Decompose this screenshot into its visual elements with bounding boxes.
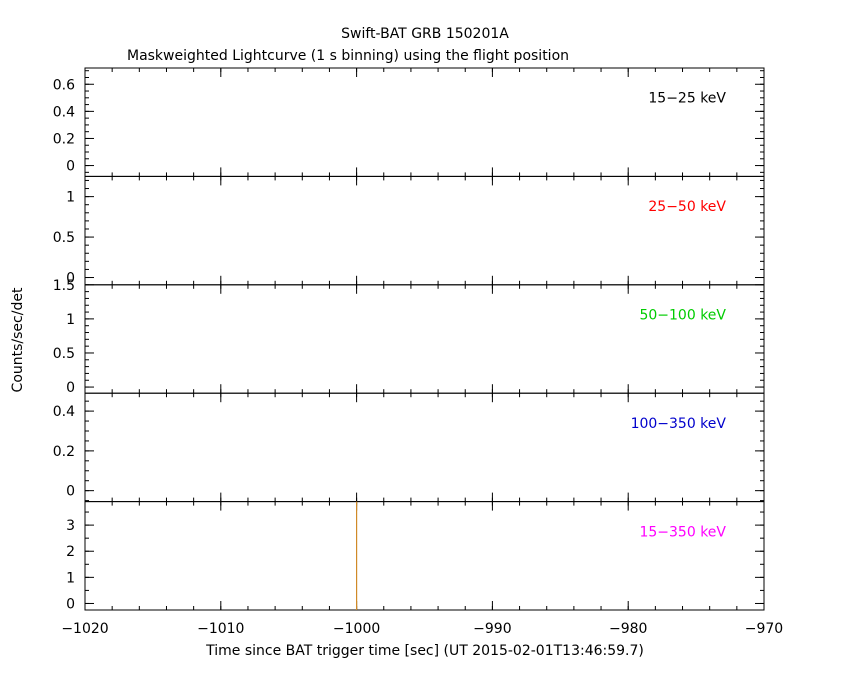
chart-subtitle: Maskweighted Lightcurve (1 s binning) us…: [127, 48, 569, 64]
y-tick-label: 0.6: [53, 77, 75, 93]
panel-frame: [84, 501, 765, 611]
panel-2: 0 0.5 1 25−50 keV: [53, 175, 765, 287]
y-tick-label: 0.5: [53, 230, 75, 246]
y-axis-label: Counts/sec/det: [10, 287, 26, 392]
y-tick-label: 0: [66, 484, 75, 500]
y-tick-label: 1: [66, 570, 75, 586]
panel-frame: [84, 392, 765, 503]
band-label: 15−350 keV: [639, 524, 726, 540]
y-tick-label: 0.4: [53, 104, 75, 120]
x-tick-label: −990: [473, 621, 511, 637]
y-tick-label: 2: [66, 544, 75, 560]
y-tick-label: 0: [66, 380, 75, 396]
y-tick-label: 0.4: [53, 404, 75, 420]
y-tick-label: 0: [66, 596, 75, 612]
chart-title: Swift-BAT GRB 150201A: [341, 26, 509, 42]
panel-4: 0 0.2 0.4 100−350 keV: [53, 392, 765, 503]
y-tick-label: 1: [66, 190, 75, 206]
panel-frame: [84, 284, 765, 394]
x-tick-label: −980: [609, 621, 647, 637]
band-label: 15−25 keV: [648, 91, 726, 107]
x-tick-label: −1010: [197, 621, 244, 637]
y-tick-label: 0.2: [53, 131, 75, 147]
y-tick-label: 0.2: [53, 444, 75, 460]
y-tick-label: 0: [66, 159, 75, 175]
panel-3: 0 0.5 1 1.5 50−100 keV: [53, 278, 765, 396]
x-tick-label: −1000: [333, 621, 380, 637]
x-tick-label: −970: [745, 621, 783, 637]
x-axis-label: Time since BAT trigger time [sec] (UT 20…: [205, 643, 644, 659]
band-label: 50−100 keV: [639, 307, 726, 323]
panel-frame: [84, 175, 765, 286]
panel-5: 0 1 2 3 15−350 keV: [66, 501, 765, 612]
panel-1: 0 0.2 0.4 0.6 15−25 keV: [53, 67, 765, 177]
panels-group: 0 0.2 0.4 0.6 15−25 keV 0 0.5 1 25−50 keV 0 0.5 1 1.…: [53, 67, 783, 637]
y-tick-label: 1: [66, 312, 75, 328]
band-label: 100−350 keV: [631, 416, 727, 432]
y-tick-label: 0.5: [53, 346, 75, 362]
x-tick-label: −1020: [61, 621, 108, 637]
y-tick-label: 3: [66, 518, 75, 534]
panel-frame: [84, 67, 765, 177]
y-tick-label: 0: [66, 271, 75, 287]
y-tick-label: 1.5: [53, 278, 75, 294]
band-label: 25−50 keV: [648, 199, 726, 215]
